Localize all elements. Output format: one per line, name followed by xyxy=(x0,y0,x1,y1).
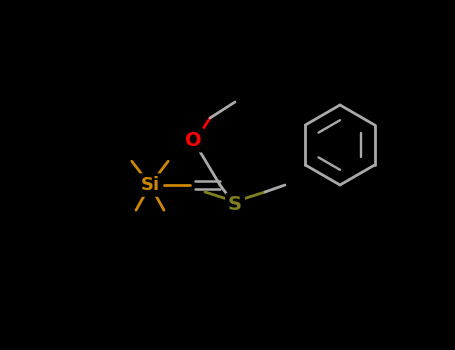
Text: Si: Si xyxy=(141,176,160,194)
Text: O: O xyxy=(185,131,201,149)
Text: S: S xyxy=(228,196,242,215)
